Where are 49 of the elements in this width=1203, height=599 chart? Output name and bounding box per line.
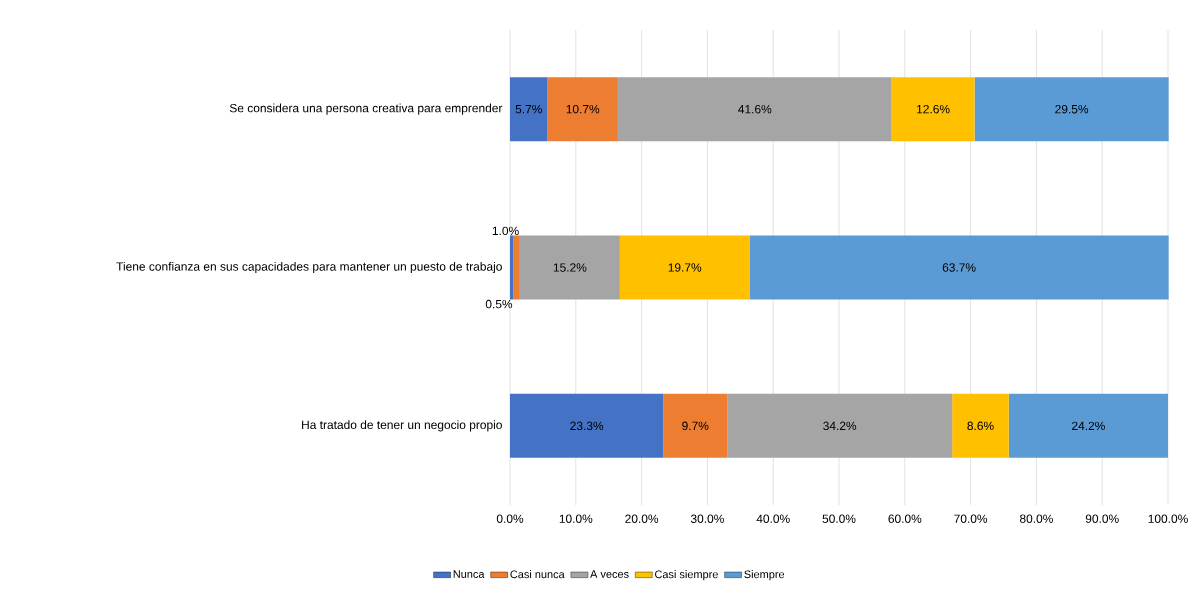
bar [727,393,953,458]
legend-label: Siempre [744,570,785,581]
x-tick-label: 10.0% [559,514,593,523]
legend-label: Casi nunca [510,570,565,579]
data-label: 23.3% [570,421,604,431]
x-tick-label: 30.0% [690,514,724,523]
x-tick-label: 40.0% [756,514,790,523]
y-tick-label: Ha tratado de tener un negocio propio [302,420,502,432]
bar [1008,393,1169,458]
legend-label: Casi siempre [655,570,718,581]
bar [974,77,1169,142]
bar [510,77,548,142]
legend-label: A veces [590,570,629,578]
data-label: 9.7% [682,421,709,431]
x-tick-label: 50.0% [822,514,856,523]
bar [547,77,618,142]
data-label: 41.6% [738,104,772,114]
data-label: 10.7% [566,104,600,114]
data-label: 29.5% [1055,104,1089,114]
data-label: 34.2% [823,421,857,431]
y-tick-label: Tiene confianza en sus capacidades para mantener un puesto de trabajo [116,261,502,274]
bar [519,235,620,300]
data-label: 0.5% [485,299,513,309]
bar [513,235,520,300]
bar [749,235,1169,300]
x-tick-label: 0.0% [496,514,524,523]
x-tick-label: 70.0% [954,514,988,523]
data-label: 8.6% [967,421,994,431]
x-tick-label: 90.0% [1085,514,1119,523]
bar [510,235,514,300]
bar [617,77,892,142]
data-label: 12.6% [917,104,950,114]
data-label: 5.7% [515,104,542,114]
data-label: 24.2% [1072,421,1105,431]
y-tick-label: Se considera una persona creativa para emprender [229,103,503,115]
data-label: 15.2% [553,263,587,272]
data-label: 1.0% [492,226,519,236]
bar [663,393,728,458]
bar [952,393,1009,458]
x-tick-label: 20.0% [625,514,659,523]
data-label: 63.7% [942,263,976,272]
x-tick-label: 80.0% [1019,514,1053,523]
data-label: 19.7% [668,263,702,272]
legend-label: Nunca [453,570,485,578]
bar [510,393,664,458]
bar [891,77,975,142]
x-tick-label: 100.0% [1148,514,1188,523]
bar [619,235,750,300]
x-tick-label: 60.0% [888,514,922,523]
